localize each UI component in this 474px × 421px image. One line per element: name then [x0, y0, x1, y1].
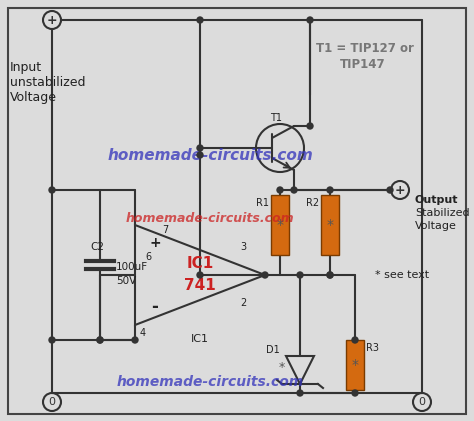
- Text: -: -: [152, 298, 158, 316]
- Text: * see text: * see text: [375, 270, 429, 280]
- Text: *: *: [279, 362, 285, 375]
- Circle shape: [291, 187, 297, 193]
- Text: Stabilized: Stabilized: [415, 208, 470, 218]
- Circle shape: [387, 187, 393, 193]
- Circle shape: [262, 272, 268, 278]
- Circle shape: [307, 17, 313, 23]
- Text: Voltage: Voltage: [10, 91, 57, 104]
- Text: 2: 2: [240, 298, 246, 308]
- Bar: [271, 195, 289, 255]
- Circle shape: [49, 337, 55, 343]
- Text: IC1: IC1: [191, 334, 209, 344]
- Text: 50V: 50V: [116, 276, 136, 286]
- Text: 741: 741: [184, 277, 216, 293]
- Bar: [346, 340, 364, 390]
- Text: 4: 4: [140, 328, 146, 338]
- Text: Output: Output: [415, 195, 458, 205]
- Text: R1: R1: [256, 198, 269, 208]
- Circle shape: [197, 145, 203, 151]
- Text: homemade-circuits.com: homemade-circuits.com: [117, 375, 304, 389]
- Circle shape: [97, 337, 103, 343]
- Text: TIP147: TIP147: [340, 58, 386, 70]
- Circle shape: [49, 187, 55, 193]
- Text: IC1: IC1: [186, 256, 214, 271]
- Text: 3: 3: [240, 242, 246, 252]
- Text: 0: 0: [419, 397, 426, 407]
- Circle shape: [352, 390, 358, 396]
- Circle shape: [197, 272, 203, 278]
- Text: 6: 6: [145, 252, 151, 262]
- Text: +: +: [149, 236, 161, 250]
- Circle shape: [327, 272, 333, 278]
- Text: *: *: [327, 218, 334, 232]
- Circle shape: [277, 187, 283, 193]
- Text: R3: R3: [366, 343, 379, 353]
- Text: T1 = TIP127 or: T1 = TIP127 or: [316, 42, 414, 54]
- Text: Input: Input: [10, 61, 42, 75]
- Text: +: +: [395, 184, 405, 197]
- Circle shape: [97, 337, 103, 343]
- Text: unstabilized: unstabilized: [10, 77, 85, 90]
- Text: C2: C2: [90, 242, 104, 252]
- Circle shape: [352, 337, 358, 343]
- Text: *: *: [276, 218, 283, 232]
- Circle shape: [297, 390, 303, 396]
- Text: Voltage: Voltage: [415, 221, 457, 231]
- Text: 0: 0: [48, 397, 55, 407]
- Text: *: *: [352, 358, 358, 372]
- Circle shape: [197, 152, 203, 158]
- Text: homemade-circuits.com: homemade-circuits.com: [126, 211, 294, 224]
- Circle shape: [307, 123, 313, 129]
- Text: 100uF: 100uF: [116, 262, 148, 272]
- Circle shape: [197, 17, 203, 23]
- Text: R2: R2: [306, 198, 319, 208]
- Text: 7: 7: [162, 225, 168, 235]
- Circle shape: [297, 272, 303, 278]
- Text: +: +: [46, 13, 57, 27]
- Text: T1: T1: [270, 113, 282, 123]
- Bar: [321, 195, 339, 255]
- Circle shape: [327, 272, 333, 278]
- Text: homemade-circuits.com: homemade-circuits.com: [107, 147, 313, 163]
- Text: D1: D1: [266, 345, 280, 355]
- Circle shape: [132, 337, 138, 343]
- Circle shape: [327, 187, 333, 193]
